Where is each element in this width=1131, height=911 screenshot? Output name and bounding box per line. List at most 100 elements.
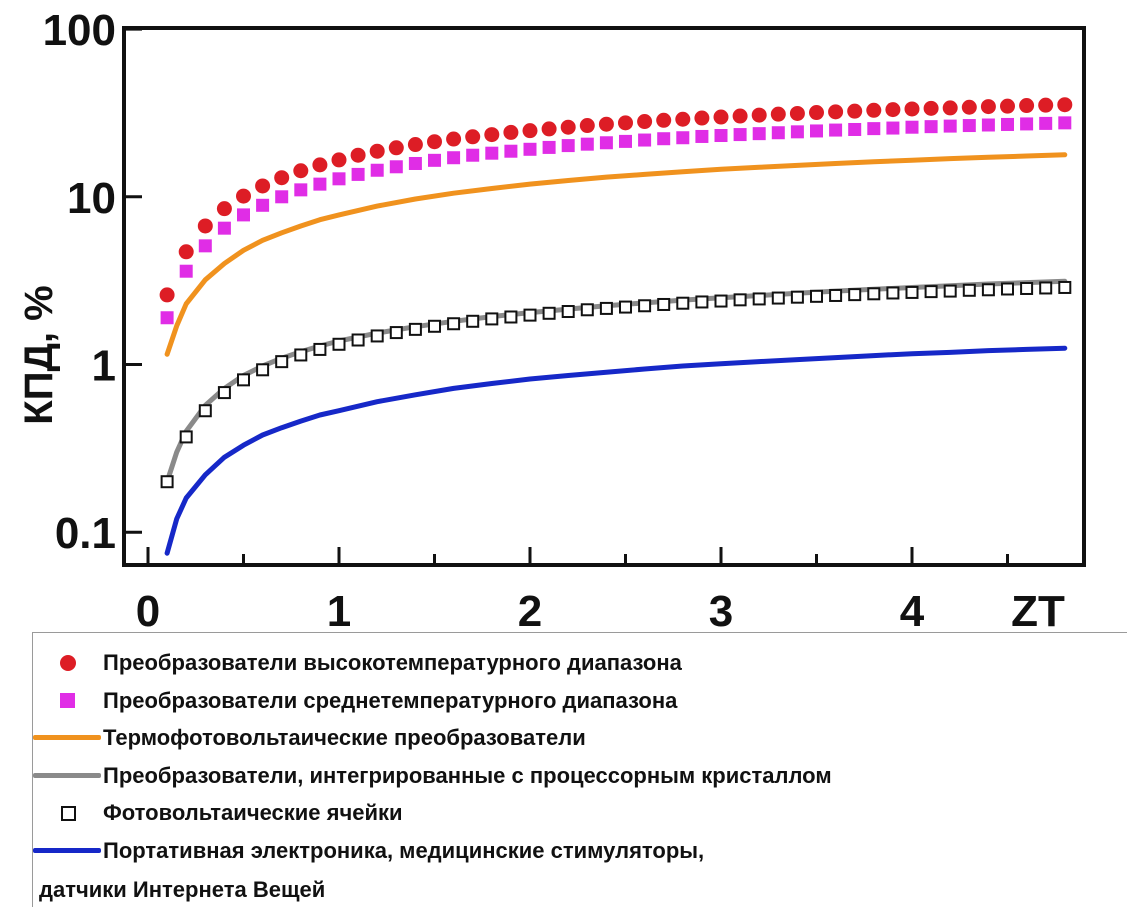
- data-point: [466, 314, 480, 328]
- legend-marker: [33, 833, 103, 869]
- data-point: [867, 287, 881, 301]
- data-point: [886, 286, 900, 300]
- data-point: [313, 342, 327, 356]
- data-point: [485, 312, 499, 326]
- y-tick-label: 100: [43, 6, 116, 55]
- y-tick-label: 1: [92, 342, 116, 391]
- data-point: [236, 188, 251, 204]
- data-point: [752, 292, 766, 306]
- data-point: [179, 264, 193, 278]
- data-point: [313, 177, 327, 191]
- data-point: [237, 208, 250, 222]
- data-point: [428, 153, 441, 167]
- legend-marker: [33, 795, 103, 831]
- data-point: [408, 322, 422, 336]
- data-point: [713, 109, 729, 125]
- series: [164, 345, 1068, 556]
- data-point: [619, 134, 632, 148]
- data-point: [312, 157, 328, 173]
- data-point: [1019, 98, 1035, 114]
- data-point: [848, 122, 862, 136]
- series: [164, 278, 1068, 485]
- data-point: [695, 129, 709, 143]
- x-tick-label: 2: [518, 587, 542, 632]
- data-point: [771, 126, 785, 140]
- square-swatch-icon: [60, 692, 75, 708]
- data-point: [885, 102, 901, 118]
- data-point: [447, 317, 461, 331]
- data-point: [350, 147, 366, 163]
- data-point: [905, 285, 919, 299]
- legend-item: Преобразователи среднетемпературного диа…: [33, 683, 677, 719]
- data-point: [331, 152, 347, 168]
- data-point: [523, 308, 537, 322]
- legend-label: Термофотовольтаические преобразователи: [103, 725, 586, 750]
- data-point: [179, 430, 193, 444]
- data-point: [656, 112, 672, 128]
- data-point: [637, 114, 653, 130]
- data-point: [943, 119, 957, 133]
- data-point: [618, 115, 633, 131]
- series-line: [164, 152, 1068, 357]
- data-point: [619, 300, 632, 314]
- data-point: [274, 170, 290, 186]
- data-point: [694, 110, 710, 126]
- data-point: [580, 137, 594, 151]
- x-tick-label: 4: [900, 587, 925, 632]
- data-point: [1020, 281, 1034, 295]
- data-point: [198, 239, 212, 253]
- data-point: [866, 102, 882, 118]
- legend-label: Преобразователи среднетемпературного диа…: [103, 687, 678, 713]
- data-point: [542, 306, 556, 320]
- legend-marker: [33, 720, 103, 756]
- data-point: [1058, 116, 1072, 130]
- data-point: [294, 348, 308, 362]
- data-point: [675, 111, 691, 127]
- line-swatch-icon: [33, 847, 101, 853]
- data-point: [332, 337, 346, 351]
- data-point: [657, 297, 671, 311]
- data-point: [370, 329, 384, 343]
- data-point: [733, 293, 747, 307]
- data-point: [751, 107, 767, 123]
- x-tick-label: 0: [136, 587, 160, 632]
- legend-label: Портативная электроника, медицинские сти…: [103, 837, 705, 863]
- series: [164, 152, 1068, 357]
- data-point: [923, 100, 939, 116]
- data-point: [198, 404, 212, 418]
- data-point: [828, 104, 844, 120]
- y-tick-label: 0.1: [55, 509, 116, 558]
- legend-marker: [33, 645, 103, 681]
- data-point: [1020, 117, 1034, 131]
- data-point: [388, 140, 404, 156]
- data-point: [962, 283, 976, 297]
- data-point: [275, 355, 289, 369]
- data-point: [389, 160, 403, 174]
- data-point: [598, 116, 614, 132]
- data-point: [256, 198, 270, 212]
- data-point: [1057, 97, 1073, 113]
- data-point: [447, 151, 461, 165]
- data-point: [695, 295, 709, 309]
- data-point: [542, 140, 556, 154]
- data-point: [867, 122, 881, 136]
- data-point: [829, 288, 843, 302]
- data-point: [905, 120, 919, 134]
- data-point: [886, 121, 900, 135]
- data-point: [369, 143, 385, 159]
- data-point: [1039, 281, 1053, 295]
- y-axis-title: КПД, %: [17, 285, 61, 424]
- data-point: [217, 221, 231, 235]
- data-point: [1001, 117, 1014, 131]
- data-point: [408, 156, 422, 170]
- legend-marker: [33, 683, 103, 719]
- data-point: [523, 142, 537, 156]
- data-point: [503, 124, 519, 140]
- legend-marker: [33, 758, 103, 794]
- data-point: [942, 100, 958, 116]
- data-point: [428, 319, 441, 333]
- data-point: [351, 333, 365, 347]
- data-point: [237, 373, 250, 387]
- series-layer: [159, 97, 1073, 556]
- data-point: [466, 148, 480, 162]
